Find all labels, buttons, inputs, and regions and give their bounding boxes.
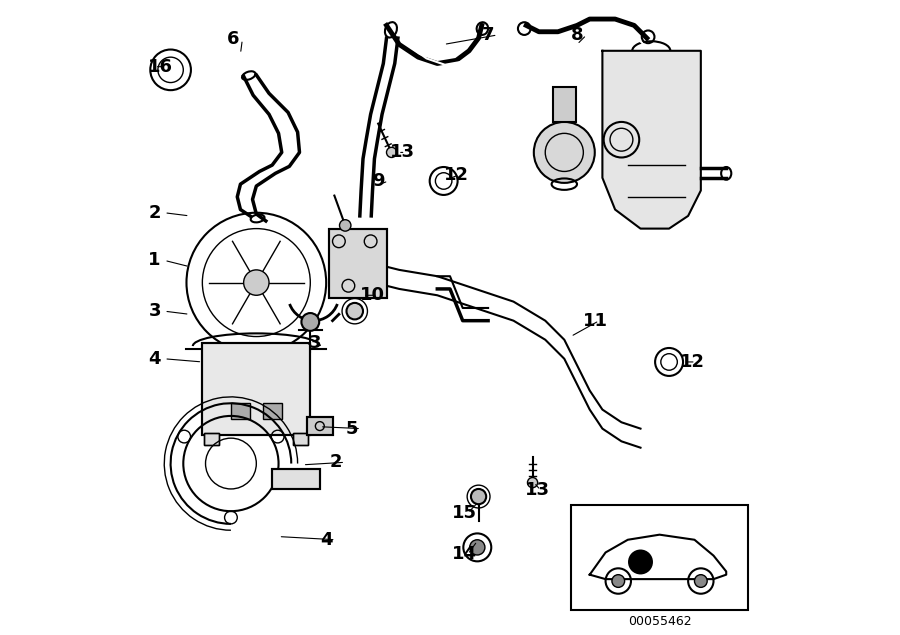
Text: 1: 1: [148, 251, 161, 269]
Bar: [293, 433, 309, 444]
Bar: [553, 87, 576, 122]
Text: 9: 9: [373, 172, 385, 190]
Bar: [307, 417, 332, 435]
Text: 3: 3: [148, 302, 161, 320]
Text: 12: 12: [444, 166, 469, 184]
Bar: [202, 343, 310, 435]
Circle shape: [470, 540, 485, 555]
Bar: [231, 403, 250, 419]
Text: 8: 8: [571, 26, 583, 44]
Circle shape: [534, 122, 595, 183]
Bar: [272, 469, 320, 489]
Circle shape: [244, 270, 269, 295]
Text: 11: 11: [583, 312, 608, 330]
Bar: [272, 469, 320, 489]
Text: 14: 14: [452, 545, 477, 563]
Text: 4: 4: [320, 531, 332, 549]
Text: 6: 6: [227, 30, 239, 48]
Text: 3: 3: [310, 334, 321, 352]
Bar: [571, 505, 749, 610]
Bar: [329, 229, 386, 298]
Circle shape: [471, 489, 486, 504]
Text: 13: 13: [525, 481, 550, 499]
Circle shape: [302, 313, 319, 331]
Bar: [204, 433, 220, 444]
Text: 00055462: 00055462: [627, 615, 691, 627]
Circle shape: [695, 575, 707, 587]
Bar: [293, 433, 309, 444]
Polygon shape: [602, 51, 701, 229]
Bar: [202, 343, 310, 435]
Circle shape: [527, 478, 537, 488]
Circle shape: [386, 147, 397, 157]
Text: 7: 7: [482, 26, 494, 44]
Text: 10: 10: [360, 286, 385, 304]
Text: 4: 4: [148, 350, 161, 368]
Bar: [307, 417, 332, 435]
Text: 13: 13: [390, 144, 415, 161]
Circle shape: [339, 220, 351, 231]
Text: 2: 2: [329, 453, 342, 471]
Circle shape: [612, 575, 625, 587]
Circle shape: [629, 551, 652, 573]
Bar: [263, 403, 282, 419]
Text: 15: 15: [452, 504, 477, 522]
Bar: [329, 229, 386, 298]
Text: 2: 2: [148, 204, 161, 222]
Text: 5: 5: [346, 420, 357, 438]
Bar: [204, 433, 220, 444]
Text: 16: 16: [148, 58, 174, 76]
Text: 12: 12: [680, 353, 705, 371]
Circle shape: [346, 303, 363, 319]
